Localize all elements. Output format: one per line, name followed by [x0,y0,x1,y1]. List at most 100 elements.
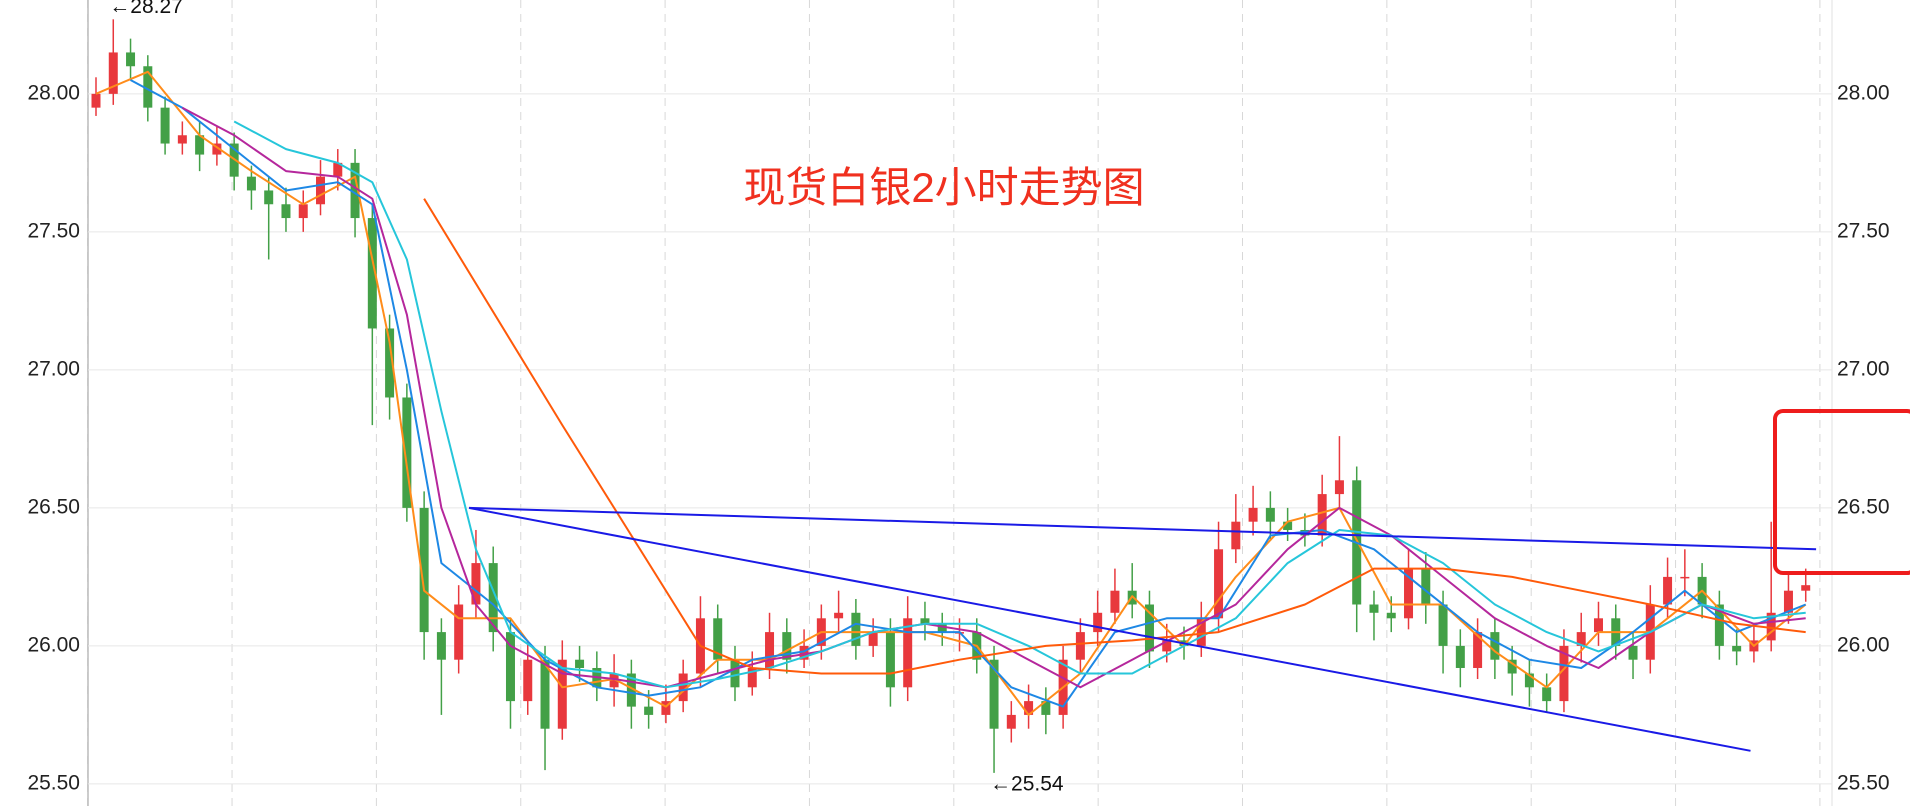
candle-body [1421,568,1431,605]
y2-tick-label: 26.00 [1837,633,1890,656]
candle-body [1783,590,1793,613]
candle-body [91,93,101,108]
candle-body [333,162,343,177]
candle-body [1542,687,1552,702]
y2-tick-label: 27.00 [1837,357,1890,380]
candle-body [851,612,861,646]
candle-body [1317,494,1327,536]
candle-body [799,645,809,660]
candle-body [264,190,274,205]
candle-body [713,618,723,660]
candle-body [989,659,999,729]
candle-body [160,107,170,144]
candle-body [1663,576,1673,605]
candle-body [1438,604,1448,646]
candle-body [1524,673,1534,688]
candle-body [1283,521,1293,530]
candle-body [367,218,377,329]
annotation: ←25.54 [990,772,1064,795]
candle-body [1732,645,1742,652]
candle-body [1386,612,1396,619]
candle-body [177,135,187,144]
candle-body [644,706,654,715]
y2-tick-label: 28.00 [1837,81,1890,104]
y2-tick-label: 27.50 [1837,219,1890,242]
candle-body [1265,507,1275,522]
plot-area [91,19,1817,773]
grid [87,0,1833,806]
candle-body [834,612,844,619]
candle-body [1593,618,1603,633]
candle-body [212,143,222,155]
moving-average-line [423,198,1806,675]
candle-body [195,135,205,155]
candle-body [1628,645,1638,660]
candle-body [1231,521,1241,550]
candle-body [920,618,930,624]
candle-body [1093,612,1103,633]
moving-average-line [181,106,1806,689]
candle-body [1196,618,1206,646]
candle-body [471,563,481,605]
candle-body [1766,612,1776,641]
candle-body [1680,576,1690,579]
chart-title: 现货白银2小时走势图 [743,164,1144,211]
candle-body [1473,632,1483,668]
candle-body [540,659,550,729]
candle-body [1162,640,1172,652]
candle-body [1214,549,1224,619]
moving-average-line [233,120,1806,689]
candle-body [298,204,308,219]
candle-body [747,667,757,688]
candle-body [1144,604,1154,652]
candle-body [1369,604,1379,613]
candle-body [782,632,792,660]
candle-body [575,659,585,668]
trend-line [468,506,1751,752]
candle-body [1507,659,1517,674]
candle-body [436,632,446,660]
candle-body [1041,701,1051,715]
candle-body [1455,645,1465,668]
candle-body [1024,701,1034,715]
candle-body [350,162,360,219]
candle-body [1576,632,1586,646]
candle-body [523,659,533,702]
candle-body [385,328,395,398]
candle-body [1075,632,1085,660]
y-tick-label: 26.50 [27,495,80,518]
candle-body [316,176,326,205]
candle-body [626,673,636,707]
y-tick-label: 28.00 [27,81,80,104]
candle-body [143,66,153,108]
candle-body [108,52,118,94]
candle-body [1404,568,1414,619]
candle-body [1559,645,1569,702]
annotation: ←28.27 [109,0,183,18]
y2-tick-label: 26.50 [1837,495,1890,518]
candle-body [402,397,412,508]
y-tick-label: 25.50 [27,771,80,794]
candle-body [678,673,688,702]
candle-body [1248,507,1258,522]
candle-body [868,632,878,646]
y-tick-label: 27.00 [27,357,80,380]
candle-body [557,659,567,729]
y-tick-label: 26.00 [27,633,80,656]
candle-body [488,563,498,633]
candle-body [765,632,775,668]
candle-body [505,632,515,702]
candle-body [730,659,740,688]
trend-line [468,506,1817,551]
candle-body [126,52,136,67]
candle-body [1006,714,1016,729]
y2-tick-label: 25.50 [1837,771,1890,794]
candle-body [903,618,913,688]
candle-body [609,673,619,688]
candle-body [281,204,291,219]
candle-body [1714,604,1724,646]
highlight-box [1773,409,1910,575]
candle-body [1334,480,1344,495]
candle-body [1801,585,1811,591]
candle-body [937,623,947,633]
